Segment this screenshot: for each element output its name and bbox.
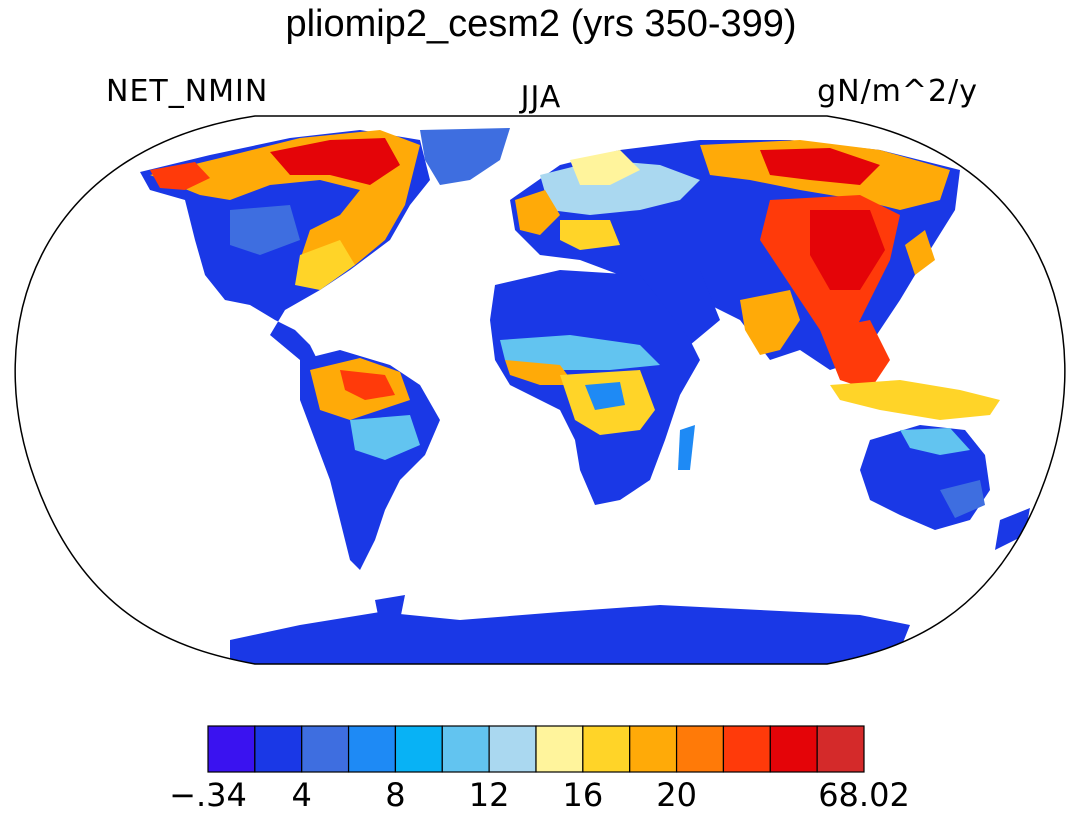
sahel-light — [500, 335, 660, 370]
west-africa-high — [505, 360, 575, 385]
siberia-max — [760, 148, 880, 185]
colorbar-box — [254, 725, 303, 773]
europe-mid-orange — [560, 220, 620, 250]
units-label: gN/m^2/y — [817, 74, 978, 109]
colorbar-tick-labels: −.34 4 8 12 16 20 68.02 — [0, 778, 1082, 812]
colorbar-box — [582, 725, 631, 773]
australia-se — [940, 480, 985, 518]
colorbar-tick-label: 4 — [291, 776, 312, 814]
colorbar — [207, 725, 865, 773]
colorbar-box — [769, 725, 818, 773]
colorbar-box — [675, 725, 725, 773]
colorbar-box — [535, 725, 584, 773]
colorbar-tick-label: 12 — [468, 776, 510, 814]
us-east — [295, 240, 355, 290]
colorbar-box — [488, 725, 537, 773]
colorbar-box — [816, 725, 865, 773]
colorbar-tick-label: 16 — [562, 776, 604, 814]
australia-north — [900, 428, 970, 455]
map-title: pliomip2_cesm2 (yrs 350-399) — [285, 3, 797, 45]
india-high — [740, 290, 800, 355]
japan — [905, 230, 935, 275]
season-label: JJA — [520, 80, 562, 115]
colorbar-tick-label: 68.02 — [818, 776, 910, 814]
canada-max — [270, 138, 400, 185]
colorbar-box — [722, 725, 771, 773]
antarctica-land — [230, 605, 910, 664]
europe-west-orange — [515, 190, 560, 235]
scandinavia-yellow — [570, 150, 640, 185]
colorbar-tick-label: 20 — [656, 776, 697, 814]
congo-blue — [585, 382, 625, 410]
colorbar-tick-label: 8 — [385, 776, 406, 814]
colorbar-tick-label: −.34 — [169, 776, 247, 814]
colorbar-box — [347, 725, 397, 773]
new-zealand — [995, 508, 1030, 550]
colorbar-box — [394, 725, 443, 773]
colorbar-box — [301, 725, 350, 773]
indonesia — [830, 380, 1000, 420]
colorbar-box — [629, 725, 678, 773]
land-fields — [140, 128, 1030, 664]
amazon-max — [340, 370, 395, 400]
madagascar — [678, 425, 695, 470]
globe-outline — [14, 115, 1066, 665]
variable-label: NET_NMIN — [106, 74, 269, 109]
china-core — [810, 210, 885, 290]
colorbar-box — [441, 725, 490, 773]
alaska-high — [150, 162, 210, 190]
colorbar-box — [207, 725, 256, 773]
us-plains — [230, 205, 300, 255]
brazil-mid — [350, 415, 420, 460]
greenland — [420, 128, 510, 185]
antarctic-peninsula — [375, 595, 405, 625]
se-asia — [820, 320, 890, 390]
